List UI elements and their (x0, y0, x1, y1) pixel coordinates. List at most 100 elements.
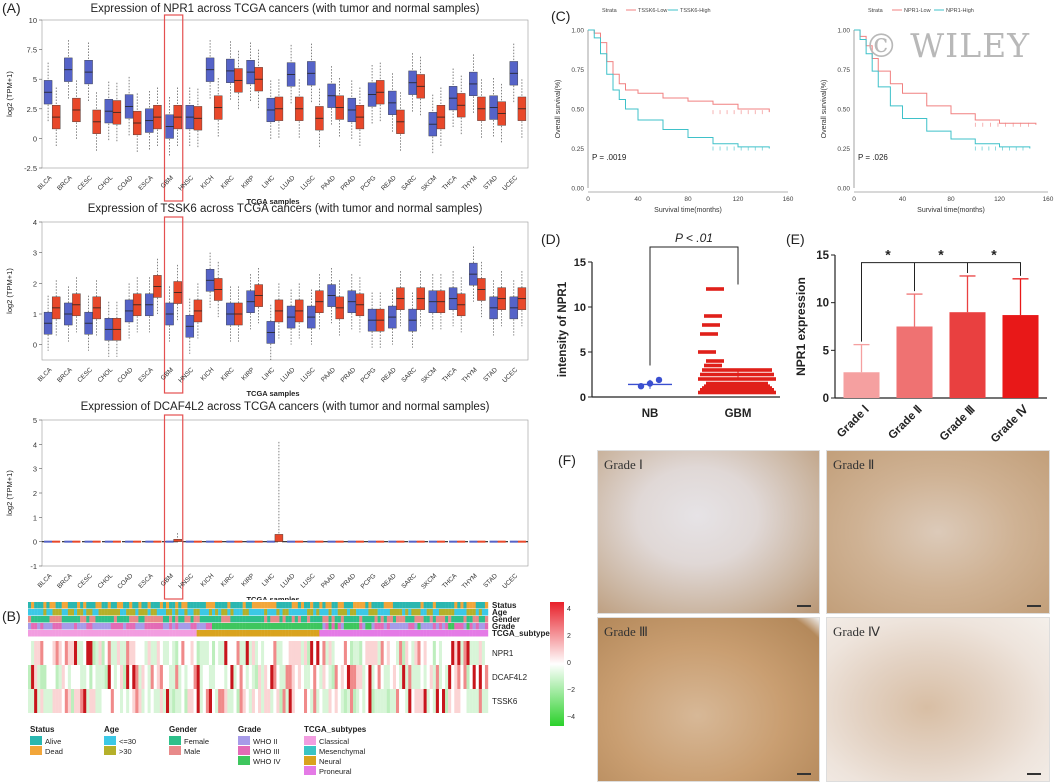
track-cell (248, 616, 253, 623)
track-cell (95, 616, 99, 623)
track-cell (129, 616, 133, 623)
track-cell (58, 623, 62, 630)
heat-cell (248, 641, 253, 665)
legend-title: TCGA_subtypes (304, 725, 367, 734)
track-cell (40, 623, 44, 630)
track-cell (472, 609, 476, 616)
normal-box (428, 540, 437, 543)
track-cell (46, 602, 50, 609)
track-cell (86, 602, 90, 609)
track-cell (445, 602, 449, 609)
track-cell (423, 623, 427, 630)
heat-cell (454, 689, 458, 713)
plot-frame (41, 419, 529, 567)
track-cell (169, 630, 173, 637)
heat-cell (135, 665, 139, 689)
x-tick-label: BRCA (56, 572, 74, 590)
heat-cell (435, 689, 440, 713)
y-tick-label: 10 (574, 302, 586, 314)
track-cell (77, 630, 81, 637)
track-cell (481, 630, 486, 637)
heat-cell (380, 665, 384, 689)
track-cell (469, 609, 473, 616)
heat-cell (402, 641, 406, 665)
track-cell (463, 623, 467, 630)
track-cell (484, 602, 489, 609)
track-cell (435, 602, 440, 609)
track-cell (279, 623, 283, 630)
heat-cell (481, 641, 486, 665)
heat-cell (49, 689, 53, 713)
heat-cell (236, 641, 240, 665)
track-cell (294, 630, 299, 637)
heat-cell (297, 641, 302, 665)
track-cell (481, 623, 486, 630)
track-cell (49, 602, 53, 609)
x-tick-label: ESCA (137, 366, 155, 384)
gene-label: DCAF4L2 (492, 673, 528, 682)
track-cell (350, 630, 354, 637)
track-cell (442, 616, 446, 623)
x-tick-label: SARC (400, 366, 418, 384)
heat-cell (83, 665, 87, 689)
x-axis-label: TCGA samples (246, 389, 299, 398)
heat-cell (442, 689, 446, 713)
track-cell (282, 623, 286, 630)
gene-row-npr1 (28, 641, 489, 665)
panel-label-b: (B) (2, 608, 21, 624)
y-tick-label: 1 (33, 310, 37, 319)
heat-cell (350, 641, 354, 665)
track-cell (123, 630, 127, 637)
track-cell (196, 630, 200, 637)
track-cell (202, 630, 207, 637)
track-cell (199, 602, 203, 609)
track-cell (239, 630, 243, 637)
track-cell (408, 623, 412, 630)
track-cell (28, 609, 32, 616)
normal-box (307, 540, 316, 543)
y-tick-label: 7.5 (27, 46, 37, 55)
y-tick-label: 5 (823, 345, 830, 357)
track-cell (463, 602, 467, 609)
track-cell (432, 609, 437, 616)
heat-cell (126, 689, 130, 713)
legend-swatch (304, 746, 316, 755)
track-cell (31, 630, 35, 637)
track-cell (417, 602, 421, 609)
normal-box (64, 540, 73, 543)
heat-cell (245, 689, 249, 713)
track-cell (162, 623, 167, 630)
x-tick-label: PCPG (360, 572, 378, 590)
heat-cell (123, 665, 127, 689)
heat-cell (423, 641, 427, 665)
legend-swatch (104, 746, 116, 755)
track-cell (420, 609, 424, 616)
track-cell (276, 602, 280, 609)
heat-cell (276, 689, 280, 713)
heat-cell (141, 689, 145, 713)
track-cell (258, 630, 262, 637)
track-cell (377, 616, 381, 623)
track-cell (181, 616, 185, 623)
track-cell (343, 623, 348, 630)
track-cell (123, 609, 127, 616)
x-tick-label: LUAD (279, 366, 296, 383)
track-cell (399, 602, 403, 609)
heat-cell (414, 665, 418, 689)
heat-cell (175, 689, 179, 713)
heat-cell (457, 665, 461, 689)
p-value-annotation: P = .026 (858, 153, 888, 162)
track-cell (279, 630, 283, 637)
track-cell (325, 602, 329, 609)
normal-box (84, 540, 93, 543)
track-cell (254, 616, 259, 623)
track-cell (196, 623, 200, 630)
heat-cell (215, 641, 219, 665)
track-cell (98, 616, 102, 623)
track-cell (322, 609, 326, 616)
track-cell (208, 609, 213, 616)
track-cell (245, 630, 249, 637)
track-cell (411, 623, 415, 630)
track-cell (350, 602, 354, 609)
track-cell (199, 609, 203, 616)
